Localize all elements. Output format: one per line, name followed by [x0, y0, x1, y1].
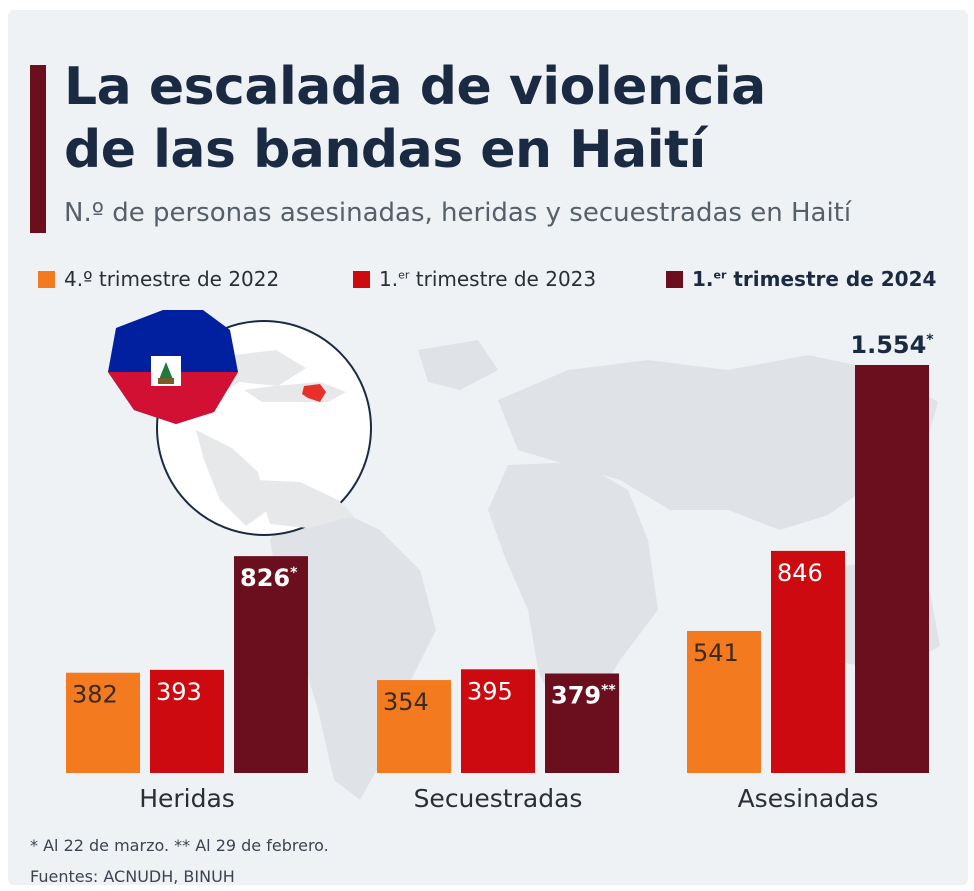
legend-swatch	[666, 270, 683, 288]
inset-map	[108, 310, 372, 536]
category-label-heridas: Heridas	[139, 784, 235, 813]
data-label-asesinadas-series-2: 846	[777, 559, 823, 587]
data-label-asesinadas-series-3: 1.554*	[850, 331, 934, 359]
bar-asesinadas-series-3	[855, 365, 929, 773]
category-label-asesinadas: Asesinadas	[738, 784, 879, 813]
chart-title: La escalada de violencia de las bandas e…	[64, 56, 944, 182]
footnote: * Al 22 de marzo. ** Al 29 de febrero.	[30, 836, 329, 855]
legend-swatch	[353, 270, 370, 288]
title-accent-bar	[30, 65, 46, 233]
category-label-secuestradas: Secuestradas	[414, 784, 583, 813]
bar-heridas-series-1	[66, 672, 140, 773]
legend-label: 4.º trimestre de 2022	[64, 267, 280, 291]
legend-label: 1.er trimestre de 2023	[379, 267, 597, 291]
infographic-card: La escalada de violencia de las bandas e…	[8, 10, 968, 885]
title-line-2: de las bandas en Haití	[64, 120, 706, 180]
data-label-secuestradas-series-2: 395	[467, 677, 513, 705]
data-label-heridas-series-3: 826*	[240, 564, 298, 592]
legend: 4.º trimestre de 2022 1.er trimestre de …	[38, 267, 968, 297]
data-label-secuestradas-series-3: 379**	[551, 681, 616, 709]
data-label-heridas-series-2: 393	[156, 678, 202, 706]
legend-item-q4-2022: 4.º trimestre de 2022	[38, 267, 279, 291]
title-line-1: La escalada de violencia	[64, 57, 766, 117]
bar-heridas-series-2	[150, 669, 224, 773]
bar-chart: 382 393 826* Heridas 354 395 379** Secuestradas…	[66, 331, 934, 813]
bar-asesinadas-series-2	[771, 550, 845, 773]
legend-item-q1-2024: 1.er trimestre de 2024	[666, 267, 936, 291]
bar-secuestradas-series-2	[461, 669, 535, 773]
haiti-shape	[302, 384, 326, 402]
data-label-heridas-series-1: 382	[72, 681, 118, 709]
legend-item-q1-2023: 1.er trimestre de 2023	[353, 267, 596, 291]
bar-asesinadas-series-1	[687, 630, 761, 773]
bar-secuestradas-series-1	[377, 680, 451, 773]
sources: Fuentes: ACNUDH, BINUH	[30, 867, 235, 885]
bar-secuestradas-series-3	[545, 673, 619, 773]
legend-swatch	[38, 270, 55, 288]
data-label-secuestradas-series-1: 354	[383, 688, 429, 716]
chart-subtitle: N.º de personas asesinadas, heridas y se…	[64, 198, 852, 228]
legend-label: 1.er trimestre de 2024	[692, 267, 937, 291]
bar-heridas-series-3	[234, 556, 308, 773]
haiti-flag-icon	[108, 310, 238, 424]
data-label-asesinadas-series-1: 541	[693, 639, 739, 667]
